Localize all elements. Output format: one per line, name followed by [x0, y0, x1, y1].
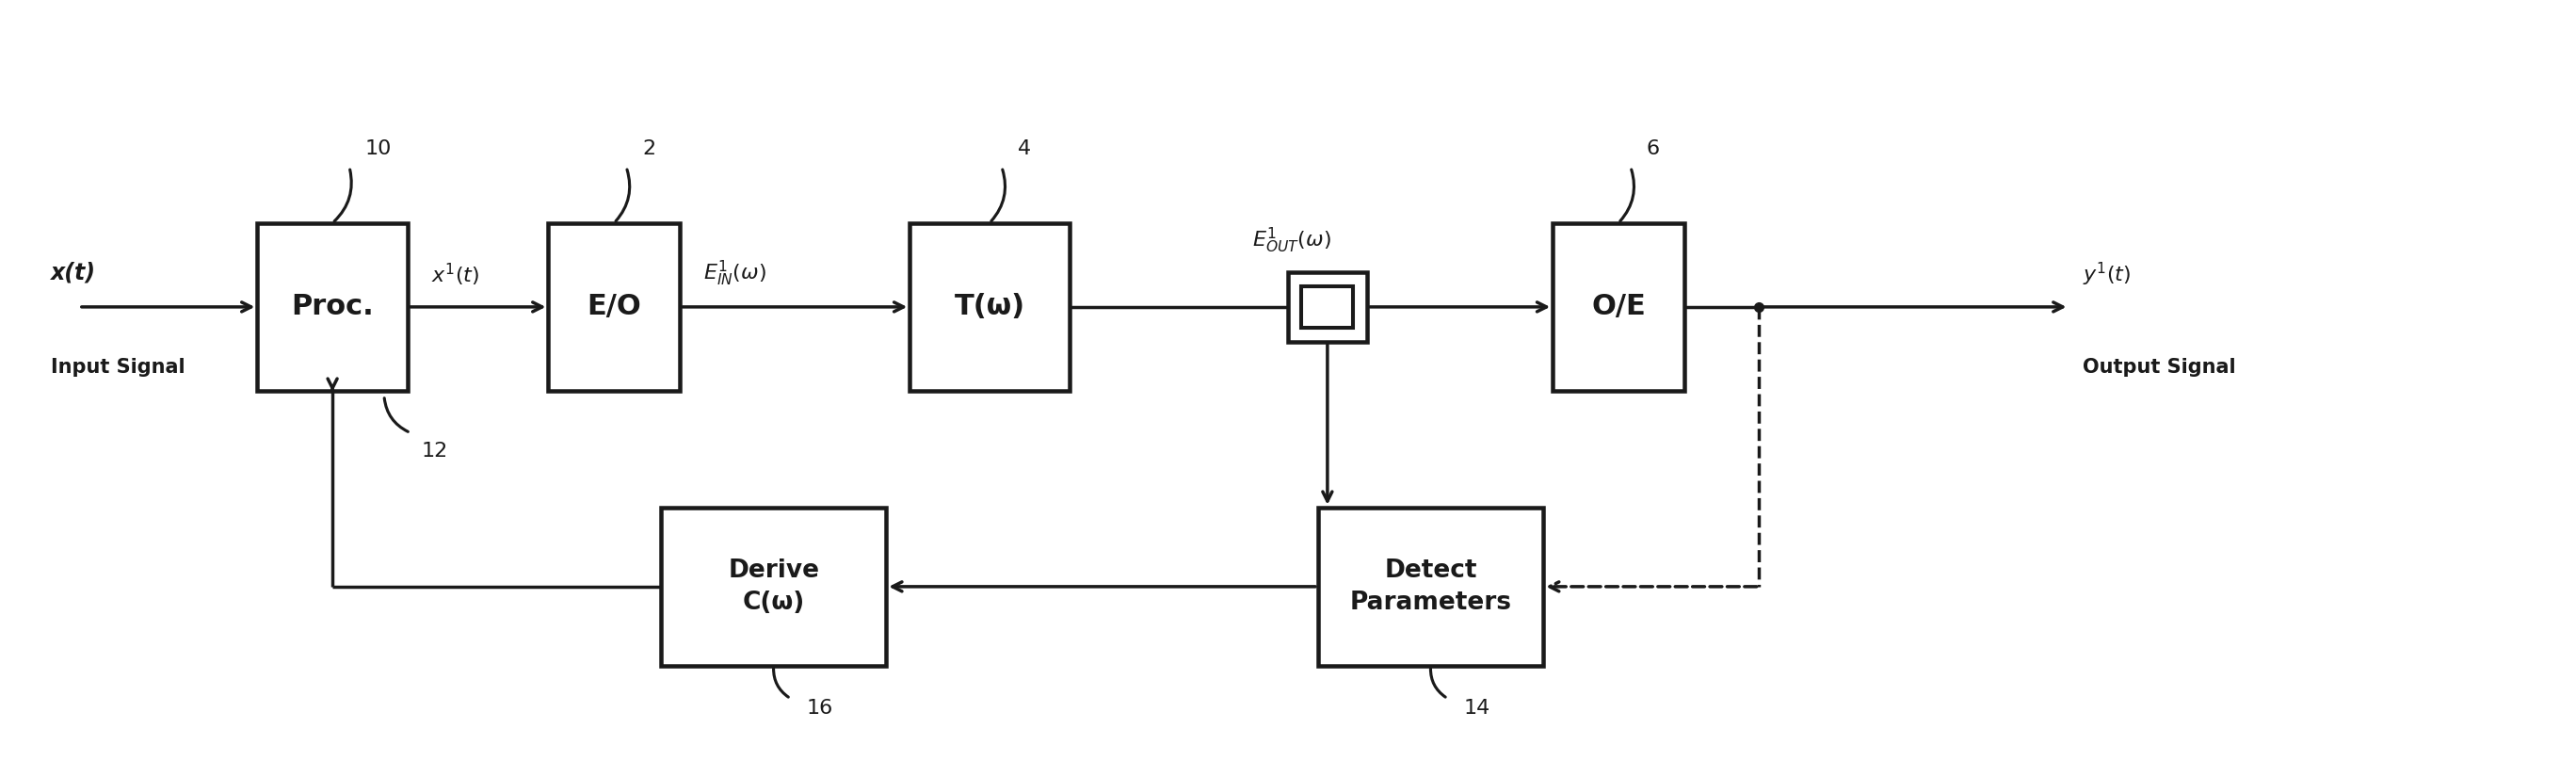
Text: 6: 6: [1646, 139, 1659, 158]
Text: Detect
Parameters: Detect Parameters: [1350, 559, 1512, 615]
Text: T(ω): T(ω): [953, 293, 1025, 321]
Text: 12: 12: [422, 442, 448, 461]
Bar: [1288, 272, 1368, 342]
Text: O/E: O/E: [1592, 293, 1646, 321]
Text: 10: 10: [366, 139, 392, 158]
Text: $E^1_{IN}(\omega)$: $E^1_{IN}(\omega)$: [703, 259, 765, 288]
Text: $y^1(t)$: $y^1(t)$: [2084, 261, 2130, 288]
Text: $x^1(t)$: $x^1(t)$: [430, 262, 479, 288]
Text: 4: 4: [1018, 139, 1030, 158]
Text: 14: 14: [1463, 699, 1489, 717]
Bar: [549, 223, 680, 391]
Text: Proc.: Proc.: [291, 293, 374, 321]
Text: E/O: E/O: [587, 293, 641, 321]
Bar: [909, 223, 1069, 391]
Bar: [258, 223, 407, 391]
Bar: [1553, 223, 1685, 391]
Text: x(t): x(t): [52, 261, 95, 284]
Text: 2: 2: [641, 139, 654, 158]
Bar: [662, 507, 886, 666]
Text: 16: 16: [806, 699, 832, 717]
Text: Output Signal: Output Signal: [2084, 358, 2236, 377]
Bar: [1301, 286, 1352, 328]
Text: Derive
C(ω): Derive C(ω): [729, 559, 819, 615]
Text: Input Signal: Input Signal: [52, 358, 185, 377]
Bar: [1319, 507, 1543, 666]
Text: $E^1_{OUT}(\omega)$: $E^1_{OUT}(\omega)$: [1252, 226, 1332, 256]
